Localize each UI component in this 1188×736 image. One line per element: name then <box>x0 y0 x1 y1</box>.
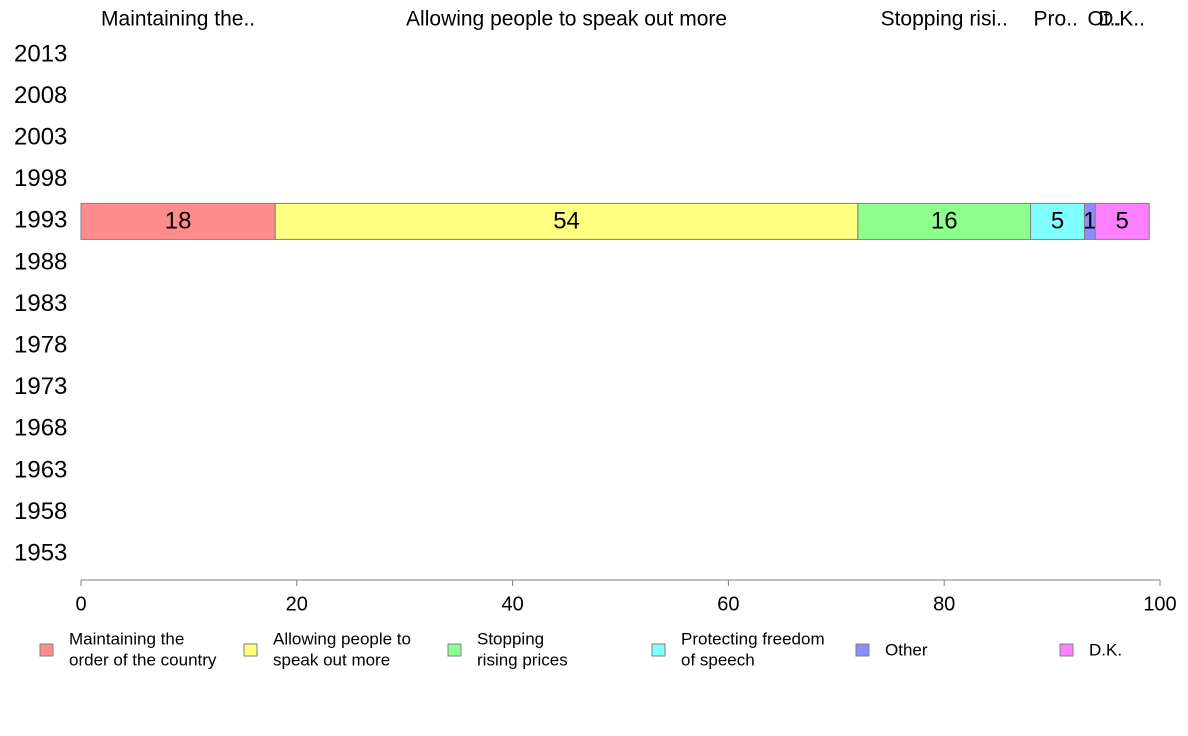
x-tick-label: 80 <box>933 593 955 615</box>
x-tick-label: 20 <box>286 593 308 615</box>
legend-label: D.K. <box>1089 640 1122 659</box>
top-category-labels: Maintaining the.. Allowing people to spea… <box>101 8 1145 31</box>
bar-value-label: 5 <box>1051 208 1064 235</box>
y-tick-label: 1978 <box>14 332 67 359</box>
bar-value-label: 54 <box>553 208 580 235</box>
bar-value-label: 5 <box>1116 208 1129 235</box>
top-category-label: Stopping risi.. <box>881 8 1008 31</box>
y-tick-label: 1973 <box>14 373 67 400</box>
y-tick-label: 1983 <box>14 290 67 317</box>
x-tick-label: 60 <box>717 593 739 615</box>
legend-label: rising prices <box>477 650 568 669</box>
x-tick-label: 40 <box>501 593 523 615</box>
y-axis-year-labels: 2013 2008 2003 1998 1993 1988 1983 1978 1973 1968… <box>14 40 67 566</box>
y-tick-label: 2013 <box>14 40 67 67</box>
legend-label: Stopping <box>477 629 544 648</box>
legend-label: of speech <box>681 650 755 669</box>
x-tick-label: 0 <box>75 593 86 615</box>
y-tick-label: 1963 <box>14 456 67 483</box>
bar-value-label: 1 <box>1083 208 1096 235</box>
legend-swatch <box>243 643 258 657</box>
x-axis: 0 20 40 60 80 100 <box>75 579 1177 615</box>
y-tick-label: 2003 <box>14 124 67 151</box>
legend-label: speak out more <box>273 650 390 669</box>
legend-label: order of the country <box>69 650 217 669</box>
x-tick-label: 100 <box>1143 593 1176 615</box>
top-category-label: Pro.. <box>1034 8 1078 31</box>
y-tick-label: 1988 <box>14 248 67 275</box>
top-category-label: Ot.. <box>1087 8 1121 31</box>
legend-swatch <box>447 643 462 657</box>
y-tick-label: 1993 <box>14 207 67 234</box>
legend-label: Maintaining the <box>69 629 184 648</box>
top-category-label: D.K.. <box>1098 8 1145 31</box>
bar-segments: 18 54 16 5 1 5 <box>80 202 1150 240</box>
y-tick-label: 1958 <box>14 498 67 525</box>
bar-value-label: 16 <box>931 208 958 235</box>
legend-label: Protecting freedom <box>681 629 825 648</box>
bar-segment <box>274 202 859 240</box>
legend-swatch <box>1059 643 1074 657</box>
bar-value-label: 18 <box>165 208 192 235</box>
legend-swatch <box>855 643 870 657</box>
bar-segment <box>1094 202 1150 240</box>
top-category-label: Maintaining the.. <box>101 8 255 31</box>
legend-label: Other <box>885 640 928 659</box>
top-category-label: Allowing people to speak out more <box>406 8 727 31</box>
legend-label: Allowing people to <box>273 629 411 648</box>
y-tick-label: 2008 <box>14 82 67 109</box>
legend-swatch <box>651 643 666 657</box>
legend: Maintaining the order of the country Allow… <box>39 629 1122 669</box>
y-tick-label: 1968 <box>14 415 67 442</box>
y-tick-label: 1953 <box>14 540 67 567</box>
legend-swatch <box>39 643 54 657</box>
y-tick-label: 1998 <box>14 165 67 192</box>
